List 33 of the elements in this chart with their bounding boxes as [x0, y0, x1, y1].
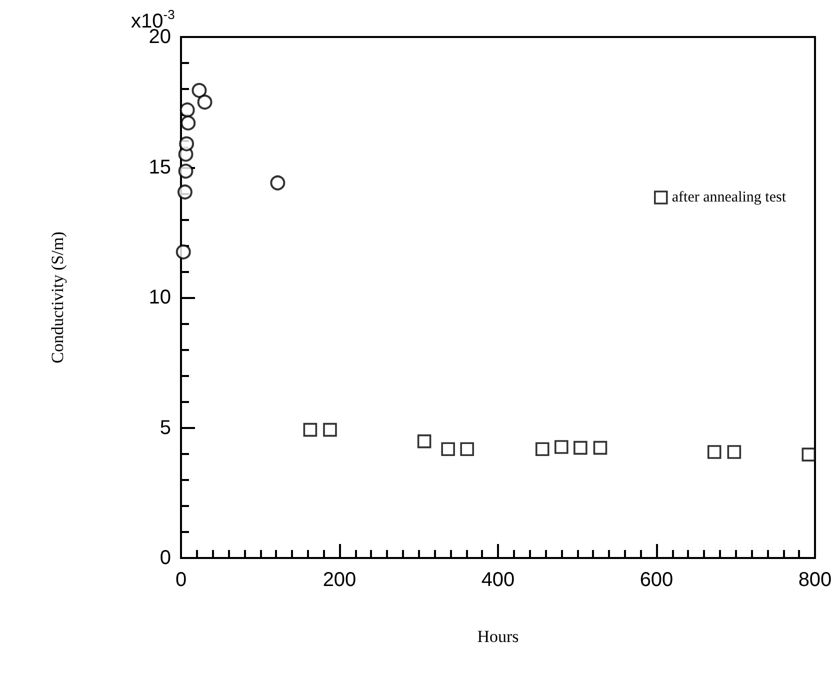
x-tick-label: 600 [640, 569, 674, 591]
point [535, 442, 550, 456]
point [197, 94, 212, 110]
y-tick-label: 0 [160, 547, 171, 569]
point [441, 442, 455, 456]
y-tick-label: 10 [148, 286, 171, 308]
x-tick-label: 200 [322, 569, 356, 591]
point [177, 184, 192, 200]
point [593, 440, 608, 455]
point [180, 102, 195, 118]
point [176, 244, 191, 260]
point [727, 445, 742, 459]
point [323, 422, 337, 437]
x-axis-title: Hours [477, 627, 519, 646]
x-tick-label: 0 [175, 569, 187, 591]
point [417, 434, 432, 448]
point [179, 136, 194, 152]
point [192, 82, 207, 98]
point [180, 115, 196, 130]
point [270, 175, 286, 190]
x-tick-label: 400 [481, 569, 515, 591]
y-tick-label: 15 [148, 156, 171, 178]
x-tick-label: 800 [798, 569, 832, 591]
point [707, 445, 722, 459]
point [178, 164, 194, 179]
legend-label: after annealing test [672, 190, 787, 206]
point [554, 440, 568, 454]
point [460, 442, 474, 456]
y-tick-label: 5 [160, 416, 171, 439]
point [303, 422, 318, 437]
point [574, 440, 588, 455]
y-axis-title: Conductivity (S/m) [48, 232, 67, 364]
point [802, 448, 816, 462]
